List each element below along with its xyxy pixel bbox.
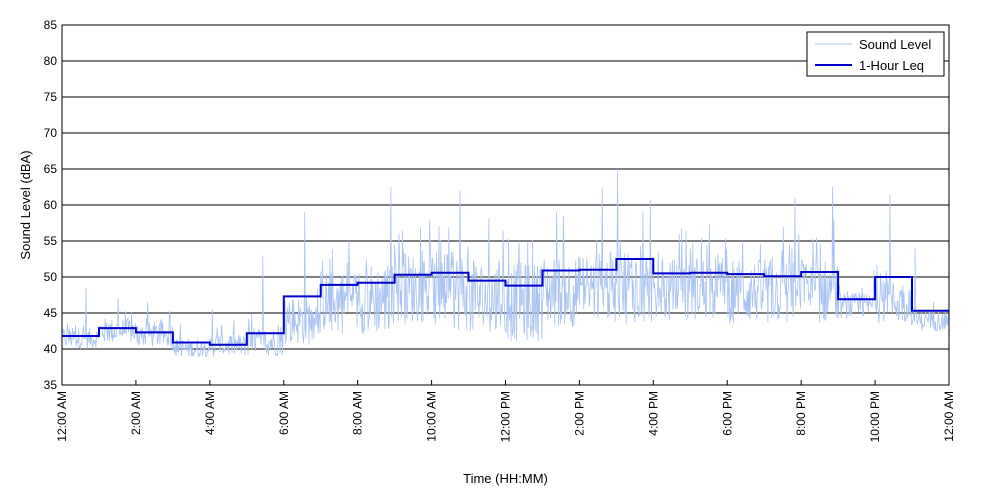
x-tick-label: 2:00 AM [129, 391, 143, 435]
y-tick-label: 70 [44, 126, 58, 140]
y-tick-label: 60 [44, 198, 58, 212]
y-tick-label: 65 [44, 162, 58, 176]
legend-entry-1-hour-leq: 1-Hour Leq [859, 58, 924, 73]
x-tick-label: 10:00 PM [868, 391, 882, 442]
y-tick-label: 85 [44, 18, 58, 32]
y-tick-label: 50 [44, 270, 58, 284]
y-axis-label: Sound Level (dBA) [18, 150, 33, 259]
x-tick-label: 4:00 PM [646, 391, 660, 436]
x-tick-label: 8:00 PM [794, 391, 808, 436]
legend: Sound Level 1-Hour Leq [806, 31, 945, 77]
axes: 35 40 45 50 55 60 65 70 75 80 85 12:00 AM 2:00 AM 4:0… [44, 18, 956, 442]
y-tick-label: 35 [44, 378, 58, 392]
x-tick-label: 6:00 PM [720, 391, 734, 436]
x-tick-label: 8:00 AM [351, 391, 365, 435]
x-tick-label: 12:00 AM [55, 391, 69, 442]
legend-box [806, 31, 945, 77]
x-tick-label: 12:00 AM [942, 391, 956, 442]
y-tick-label: 55 [44, 234, 58, 248]
x-tick-label: 10:00 AM [425, 391, 439, 442]
x-tick-label: 4:00 AM [203, 391, 217, 435]
legend-entry-sound-level: Sound Level [859, 37, 931, 52]
series-line-1-hour-leq [62, 258, 949, 346]
x-tick-label: 6:00 AM [277, 391, 291, 435]
y-tick-label: 40 [44, 342, 58, 356]
series-line-sound-level [61, 168, 949, 358]
x-tick-label: 2:00 PM [572, 391, 586, 436]
x-axis-label: Time (HH:MM) [463, 471, 548, 486]
gridlines [62, 60, 949, 350]
x-tick-label: 12:00 PM [499, 391, 513, 442]
series-layer [61, 168, 949, 358]
y-tick-label: 45 [44, 306, 58, 320]
y-tick-label: 80 [44, 54, 58, 68]
y-tick-label: 75 [44, 90, 58, 104]
